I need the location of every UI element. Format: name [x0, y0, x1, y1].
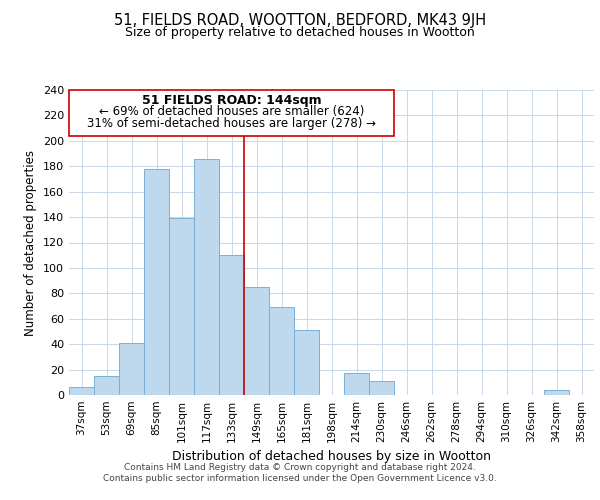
Bar — [69, 90, 394, 136]
Bar — [369, 381, 394, 395]
Bar — [344, 374, 369, 395]
Text: 51 FIELDS ROAD: 144sqm: 51 FIELDS ROAD: 144sqm — [142, 94, 322, 107]
Bar — [294, 330, 319, 395]
Bar — [544, 390, 569, 395]
Bar — [194, 158, 219, 395]
Bar — [244, 287, 269, 395]
Text: 51, FIELDS ROAD, WOOTTON, BEDFORD, MK43 9JH: 51, FIELDS ROAD, WOOTTON, BEDFORD, MK43 … — [114, 12, 486, 28]
Text: ← 69% of detached houses are smaller (624): ← 69% of detached houses are smaller (62… — [99, 106, 364, 118]
X-axis label: Distribution of detached houses by size in Wootton: Distribution of detached houses by size … — [172, 450, 491, 464]
Bar — [219, 255, 244, 395]
Text: Contains public sector information licensed under the Open Government Licence v3: Contains public sector information licen… — [103, 474, 497, 483]
Bar — [119, 343, 144, 395]
Text: 31% of semi-detached houses are larger (278) →: 31% of semi-detached houses are larger (… — [87, 116, 376, 130]
Bar — [169, 218, 194, 395]
Bar — [144, 169, 169, 395]
Bar — [94, 376, 119, 395]
Text: Size of property relative to detached houses in Wootton: Size of property relative to detached ho… — [125, 26, 475, 39]
Text: Contains HM Land Registry data © Crown copyright and database right 2024.: Contains HM Land Registry data © Crown c… — [124, 462, 476, 471]
Y-axis label: Number of detached properties: Number of detached properties — [25, 150, 37, 336]
Bar — [269, 308, 294, 395]
Bar — [69, 388, 94, 395]
